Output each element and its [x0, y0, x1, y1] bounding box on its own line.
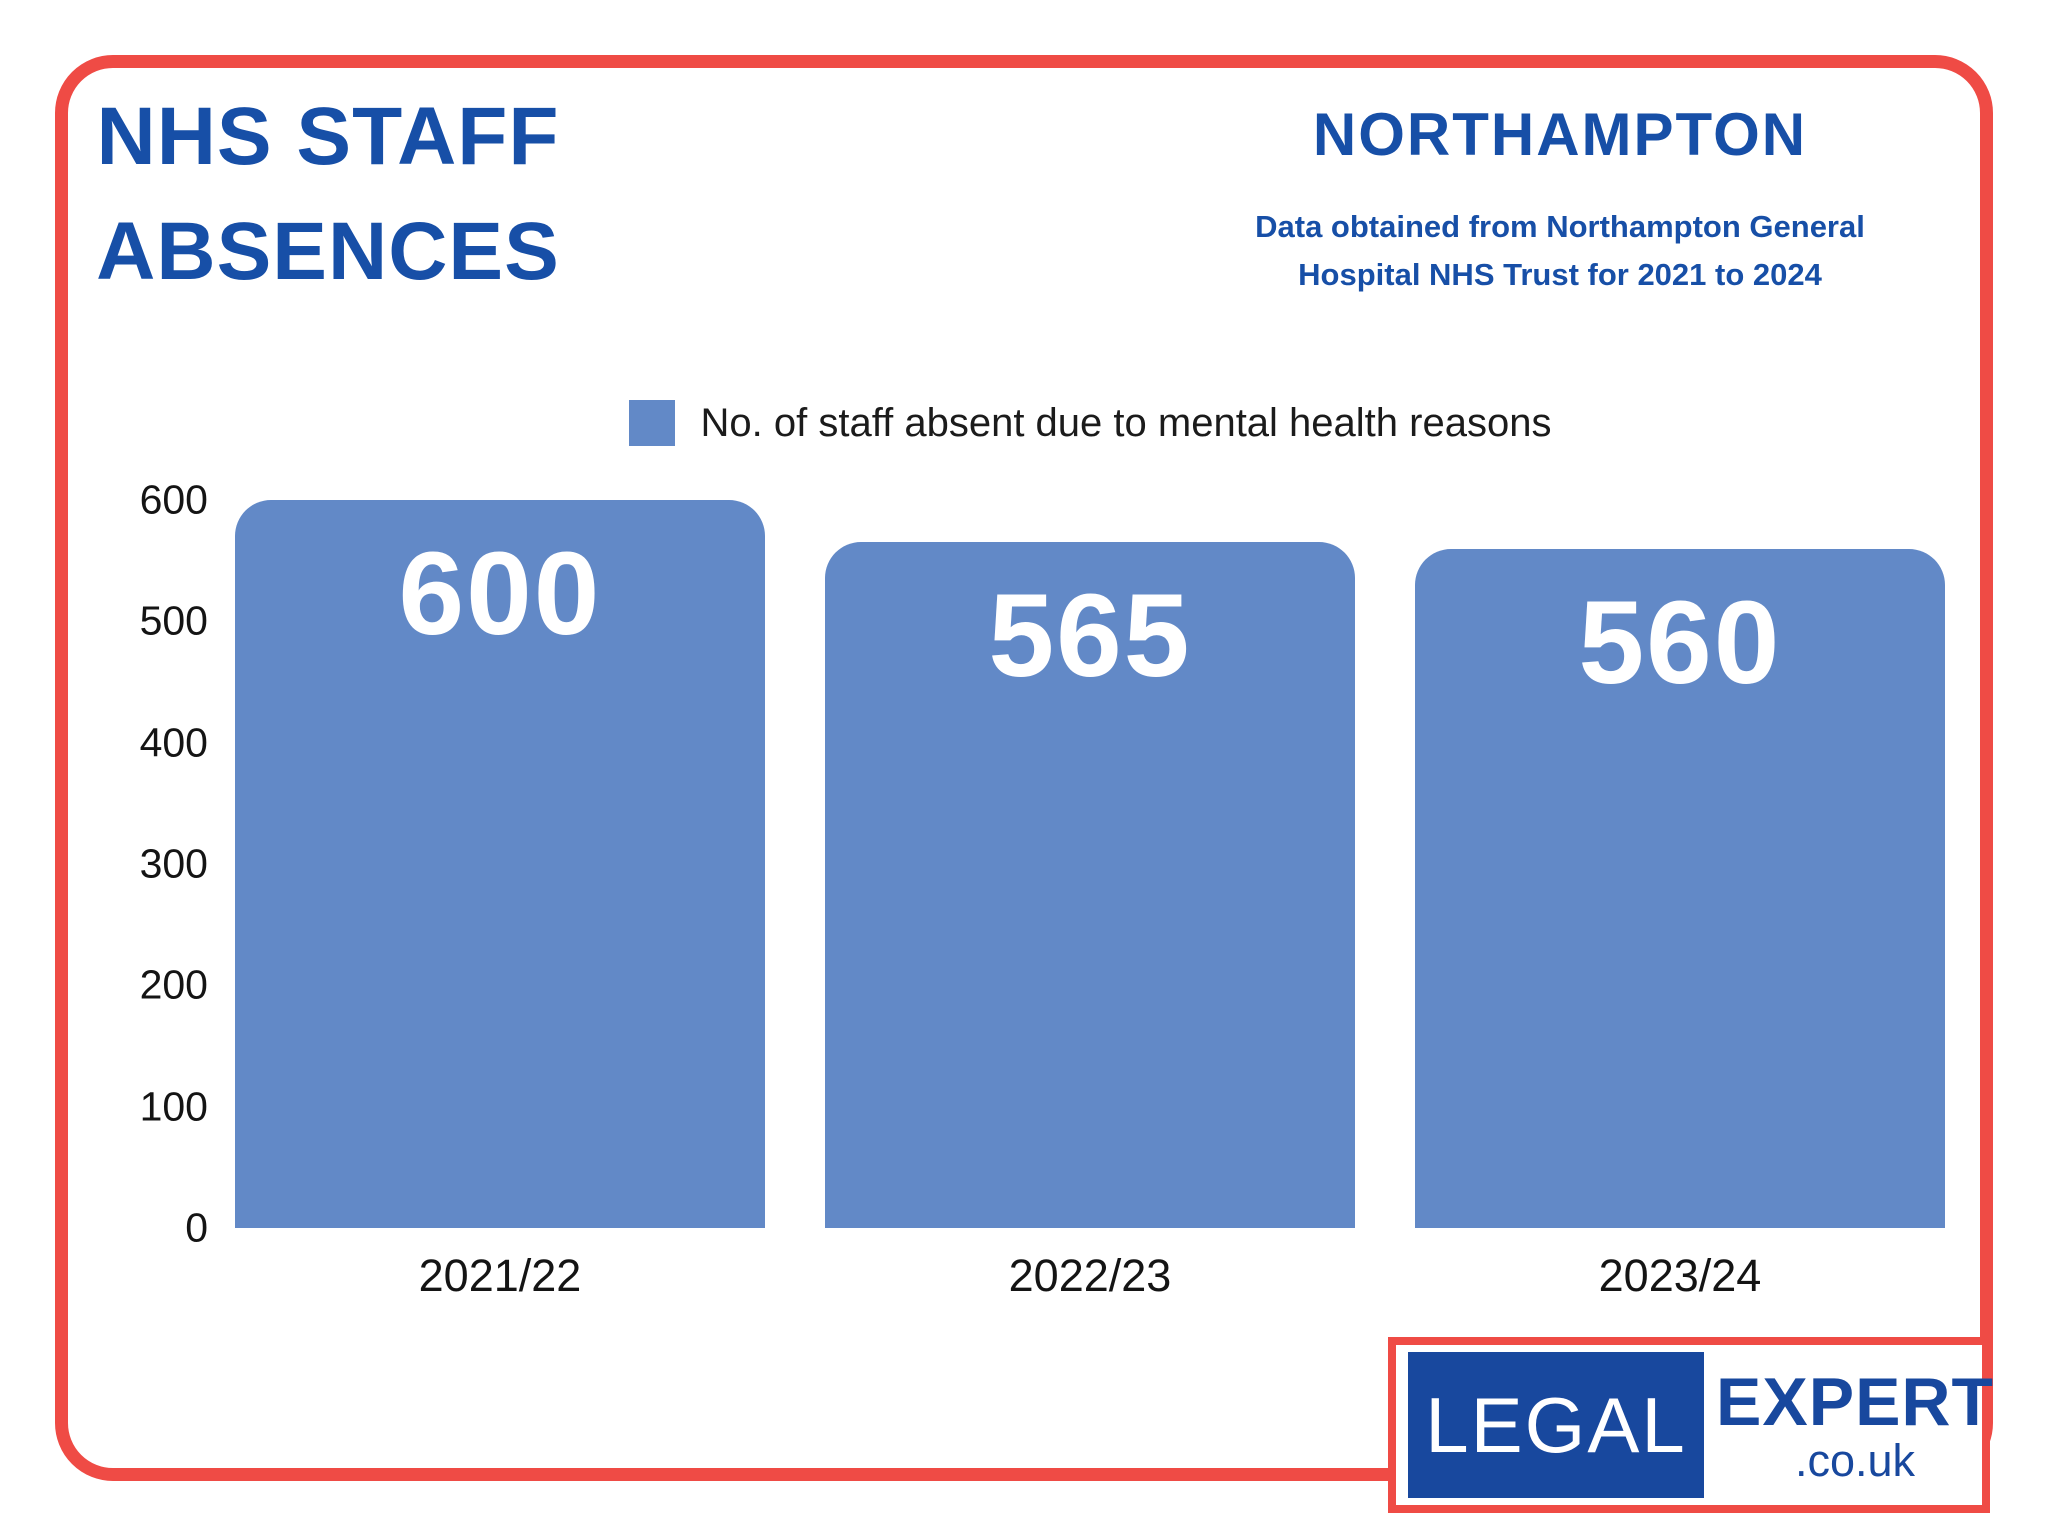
chart-legend: No. of staff absent due to mental health…: [235, 400, 1945, 446]
bar-value-label: 560: [1578, 576, 1782, 709]
logo-legal-box: LEGAL: [1408, 1352, 1704, 1498]
x-axis-label: 2022/23: [1008, 1250, 1172, 1301]
logo-couk-text: .co.uk: [1795, 1435, 1916, 1486]
bar-value-label: 600: [398, 528, 602, 660]
bar-2021/22: 600: [235, 500, 765, 1228]
bar-column: 600 2021/22: [235, 500, 765, 1301]
source-note: Data obtained from Northampton General H…: [1255, 209, 1865, 293]
y-axis-tick: 0: [185, 1204, 208, 1251]
y-axis-tick: 300: [139, 840, 208, 887]
bar-column: 565 2022/23: [825, 500, 1355, 1301]
plot-area: 600 2021/22 565 2022/23 560 2023/24: [235, 500, 1945, 1301]
bar-column: 560 2023/24: [1415, 500, 1945, 1301]
bar-2023/24: 560: [1415, 548, 1945, 1228]
bar-value-label: 565: [988, 570, 1192, 703]
bar-2022/23: 565: [825, 542, 1355, 1228]
y-axis-tick: 600: [139, 476, 208, 523]
page-title: NHS STAFF ABSENCES: [96, 91, 560, 297]
y-axis-tick: 400: [139, 719, 208, 766]
y-axis-tick: 500: [139, 597, 208, 644]
legend-label: No. of staff absent due to mental health…: [700, 400, 1552, 445]
logo-expert-text: EXPERT: [1716, 1364, 1995, 1440]
x-axis-label: 2023/24: [1598, 1250, 1762, 1301]
y-axis-tick: 200: [139, 961, 208, 1008]
legend-swatch-icon: [628, 400, 675, 446]
location-heading: NORTHAMPTON: [1312, 101, 1808, 168]
logo-legal-text: LEGAL: [1425, 1380, 1687, 1469]
y-axis-tick: 100: [139, 1083, 208, 1130]
x-axis-label: 2021/22: [418, 1250, 582, 1301]
legal-expert-logo: LEGAL EXPERT .co.uk: [1388, 1337, 1993, 1513]
logo-expert-block: EXPERT .co.uk: [1716, 1363, 1994, 1487]
header-right: NORTHAMPTON Data obtained from Northampt…: [1180, 100, 1940, 299]
y-axis: 0 100 200 300 400 500 600: [60, 477, 208, 1251]
